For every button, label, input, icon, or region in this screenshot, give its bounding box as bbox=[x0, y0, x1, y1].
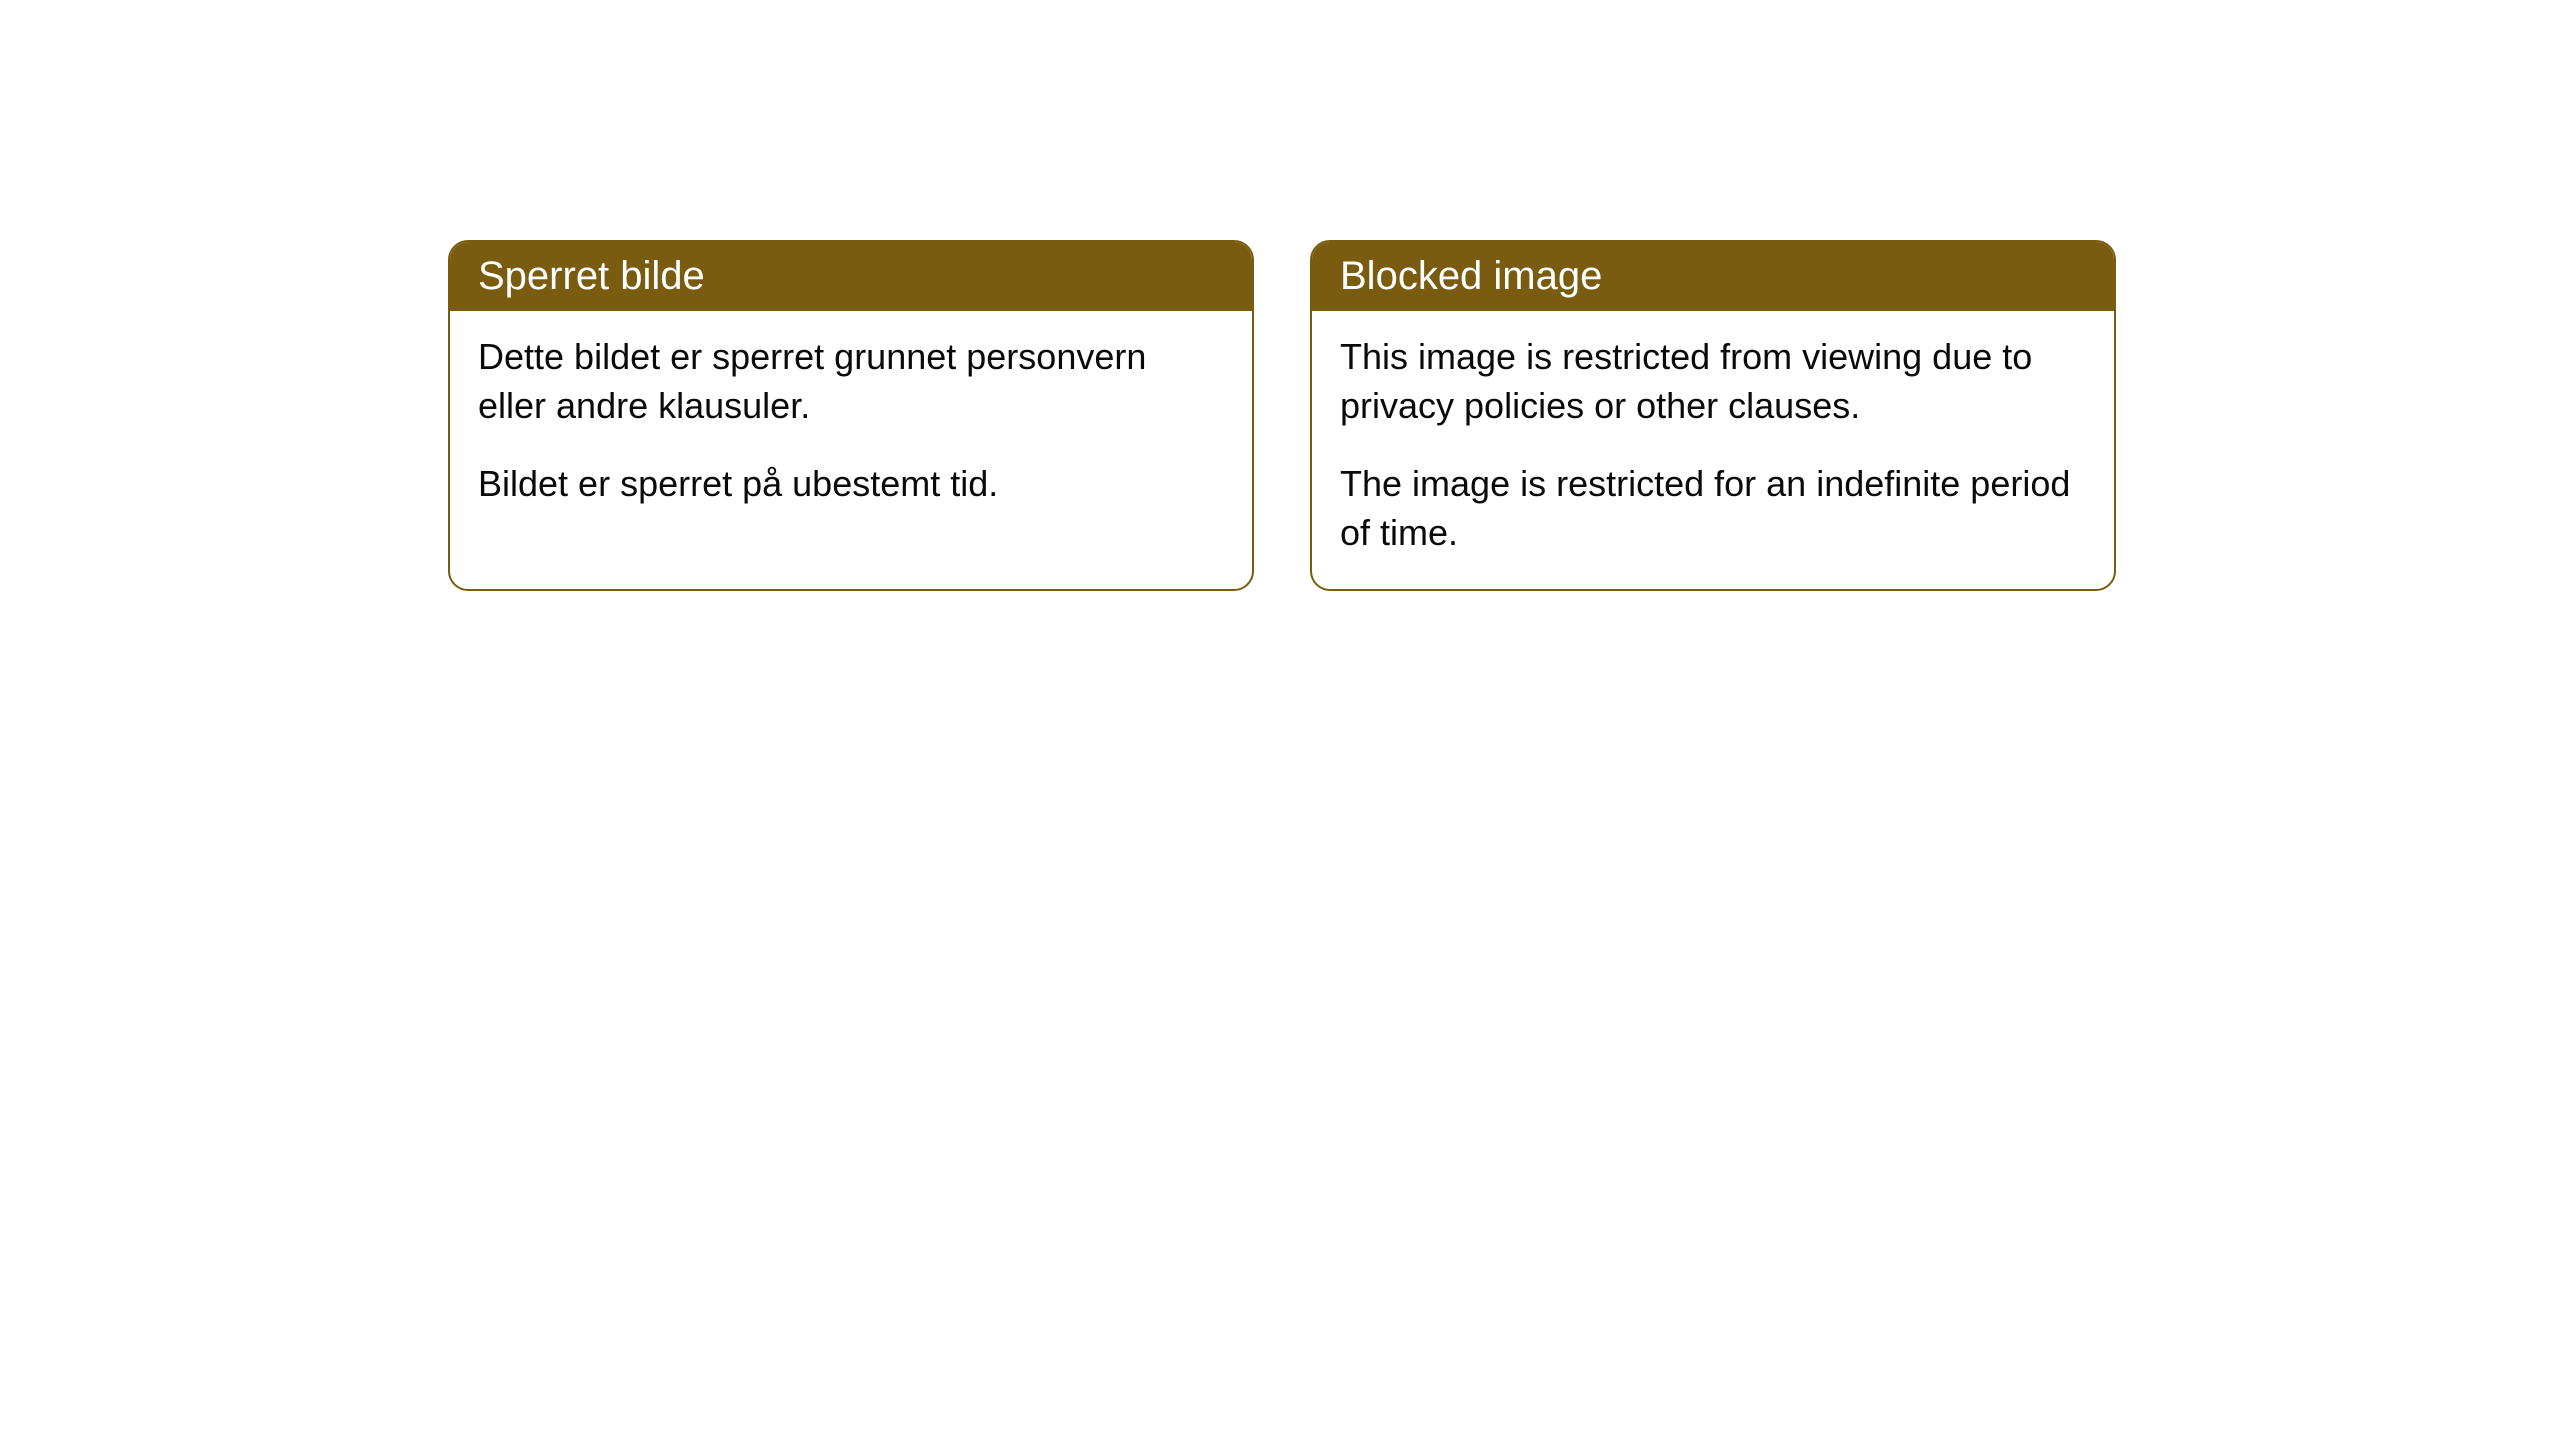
blocked-image-card-norwegian: Sperret bilde Dette bildet er sperret gr… bbox=[448, 240, 1254, 591]
cards-container: Sperret bilde Dette bildet er sperret gr… bbox=[448, 240, 2116, 591]
card-paragraph: Dette bildet er sperret grunnet personve… bbox=[478, 333, 1224, 430]
card-paragraph: Bildet er sperret på ubestemt tid. bbox=[478, 460, 1224, 509]
card-paragraph: The image is restricted for an indefinit… bbox=[1340, 460, 2086, 557]
blocked-image-card-english: Blocked image This image is restricted f… bbox=[1310, 240, 2116, 591]
card-paragraph: This image is restricted from viewing du… bbox=[1340, 333, 2086, 430]
card-body: This image is restricted from viewing du… bbox=[1312, 311, 2114, 589]
card-header: Blocked image bbox=[1312, 242, 2114, 311]
card-header: Sperret bilde bbox=[450, 242, 1252, 311]
card-body: Dette bildet er sperret grunnet personve… bbox=[450, 311, 1252, 541]
